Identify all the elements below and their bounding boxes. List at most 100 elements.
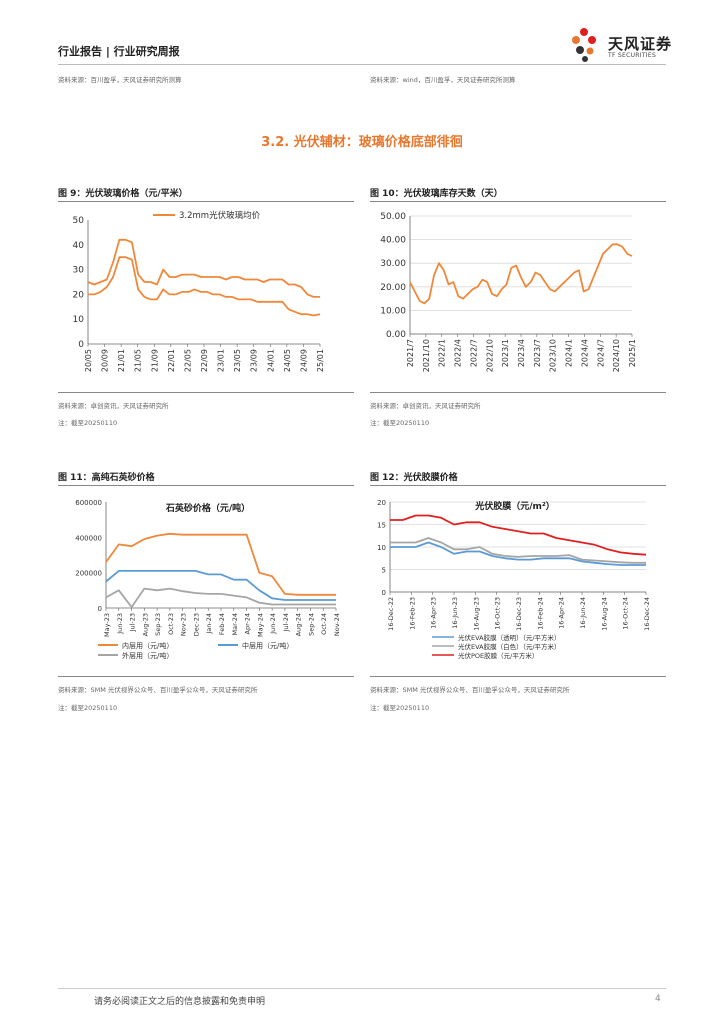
series-line (409, 243, 633, 305)
pv-film-chart: 0 5 10 15 20 16-Dec-22 16-Feb-23 16-Apr-23 16-Ju… (377, 499, 651, 660)
figure-9-rule (58, 201, 354, 202)
x-tick-label: 22/05 (183, 349, 192, 372)
x-tick-label: 2022/10 (485, 339, 494, 372)
x-tick-label: Oct-23 (167, 613, 175, 635)
glass-price-chart: 0 10 20 30 40 50 20/05 20/09 21/01 21/05 21/09 22/0… (73, 210, 325, 372)
legend-label: 光伏EVA胶膜（白色）（元/平方米） (458, 642, 561, 651)
x-tick-label: Mar-24 (231, 613, 239, 635)
series-line (88, 256, 321, 317)
figure-10-title: 图 10：光伏玻璃库存天数（天） (370, 189, 503, 199)
x-tick-label: 2023/7 (533, 339, 542, 367)
x-tick-label: Jun-23 (116, 613, 124, 635)
figure-9-title: 图 9：光伏玻璃价格（元/平米） (58, 189, 188, 199)
legend-label: 中层用（元/吨） (242, 641, 293, 650)
x-tick-label: Oct-24 (320, 613, 328, 635)
y-tick-label: 20.00 (380, 283, 406, 293)
series-line (390, 541, 646, 566)
x-tick-label: 16-Feb-23 (408, 597, 416, 630)
x-tick-label: 22/09 (200, 349, 209, 372)
x-tick-label: 2024/10 (612, 339, 621, 372)
x-tick-label: Jun-24 (269, 613, 277, 635)
figure-9-bottom-rule (58, 392, 354, 393)
x-tick-label: May-23 (103, 613, 111, 637)
x-tick-label: Aug-23 (141, 613, 149, 636)
footer-divider (58, 988, 666, 989)
legend-label: 3.2mm光伏玻璃均价 (179, 210, 261, 221)
y-tick-label: 10 (73, 315, 85, 325)
x-tick-label: 23/09 (250, 349, 259, 372)
y-tick-label: 50 (73, 216, 85, 226)
legend-label: 光伏EVA胶膜（透明）（元/平方米） (458, 633, 561, 642)
x-tick-label: 16-Oct-24 (622, 597, 630, 630)
y-tick-label: 10 (377, 544, 386, 552)
y-tick-label: 20 (377, 499, 386, 507)
x-tick-label: 16-Dec-23 (515, 597, 523, 631)
x-tick-label: 23/01 (217, 349, 226, 372)
figure-11-bottom-rule (58, 676, 354, 677)
legend-label: 外层用（元/吨） (122, 651, 173, 660)
y-tick-label: 0.00 (386, 330, 406, 340)
series-line (105, 532, 336, 596)
y-tick-label: 40 (73, 241, 85, 251)
x-tick-label: 24/01 (266, 349, 275, 372)
x-tick-label: 2021/10 (422, 339, 431, 372)
x-tick-label: Jan-24 (205, 613, 213, 635)
top-source-right: 资料来源：wind，百川盈孚，天风证券研究所测算 (370, 76, 516, 84)
x-tick-label: Feb-24 (218, 613, 226, 635)
x-tick-label: Jul-24 (282, 613, 290, 632)
figure-10-source: 资料来源：卓创资讯，天风证券研究所 (370, 402, 481, 410)
x-tick-label: 2022/4 (454, 339, 463, 367)
figure-11-note: 注：截至20250110 (58, 704, 118, 712)
x-tick-label: 16-Apr-23 (430, 597, 438, 629)
x-tick-label: 23/05 (233, 349, 242, 372)
x-tick-label: Sep-23 (154, 613, 162, 636)
figure-12-bottom-rule (370, 676, 666, 677)
x-tick-label: 16-Aug-23 (472, 597, 480, 631)
x-tick-label: Jul-23 (129, 613, 137, 632)
x-tick-label: May-24 (256, 613, 264, 637)
x-tick-label: Nov-24 (333, 613, 341, 636)
figure-10-bottom-rule (370, 392, 666, 393)
figure-10-note: 注：截至20250110 (370, 419, 430, 427)
y-tick-label: 40.00 (380, 236, 406, 246)
y-tick-label: 20 (73, 290, 85, 300)
section-title: 3.2. 光伏辅材：玻璃价格底部徘徊 (261, 135, 463, 150)
y-tick-label: 10.00 (380, 306, 406, 316)
quartz-sand-chart: 0 200000 400000 600000 May-23 Jun-23 Jul-23 Aug… (75, 499, 341, 660)
y-tick-label: 200000 (75, 570, 102, 578)
x-tick-label: Aug-24 (295, 613, 303, 636)
series-line (87, 238, 320, 298)
y-tick-label: 5 (382, 567, 386, 575)
page-number: 4 (655, 994, 661, 1004)
figure-11-title: 图 11：高纯石英砂价格 (58, 473, 155, 483)
glass-inventory-chart: 0.00 10.00 20.00 30.00 40.00 50.00 2021/7 2021/… (380, 212, 637, 372)
top-source-left: 资料来源：百川盈孚，天风证券研究所测算 (58, 76, 182, 84)
report-header-title: 行业报告 | 行业研究周报 (58, 45, 180, 58)
x-tick-label: 24/05 (283, 349, 292, 372)
x-tick-label: 16-Oct-23 (494, 597, 502, 630)
x-tick-label: 16-Feb-24 (536, 597, 544, 630)
series-line (390, 537, 646, 564)
figure-11-rule (58, 485, 354, 486)
figure-12-note: 注：截至20250110 (370, 704, 430, 712)
x-tick-label: 16-Jun-24 (579, 597, 587, 629)
y-tick-label: 0 (98, 605, 102, 613)
y-tick-label: 30.00 (380, 259, 406, 269)
legend-label: 光伏POE胶膜（元/平方米） (458, 651, 538, 660)
x-tick-label: 16-Jun-23 (451, 597, 459, 629)
tf-logo-icon (572, 28, 596, 62)
x-tick-label: 2021/7 (406, 339, 415, 367)
legend-label: 内层用（元/吨） (122, 641, 173, 650)
x-tick-label: 2023/1 (501, 339, 510, 367)
x-tick-label: 21/09 (150, 349, 159, 372)
chart-title: 光伏胶膜（元/m²） (474, 500, 555, 512)
figure-9-source: 资料来源：卓创资讯，天风证券研究所 (58, 402, 169, 410)
x-tick-label: 2024/7 (596, 339, 605, 367)
x-tick-label: 2022/1 (438, 339, 447, 367)
x-tick-label: Nov-23 (180, 613, 188, 636)
figure-12-rule (370, 485, 666, 486)
x-tick-label: 21/05 (134, 349, 143, 372)
x-tick-label: 22/01 (167, 349, 176, 372)
x-tick-label: 2024/1 (565, 339, 574, 367)
x-tick-label: Sep-24 (307, 613, 315, 636)
